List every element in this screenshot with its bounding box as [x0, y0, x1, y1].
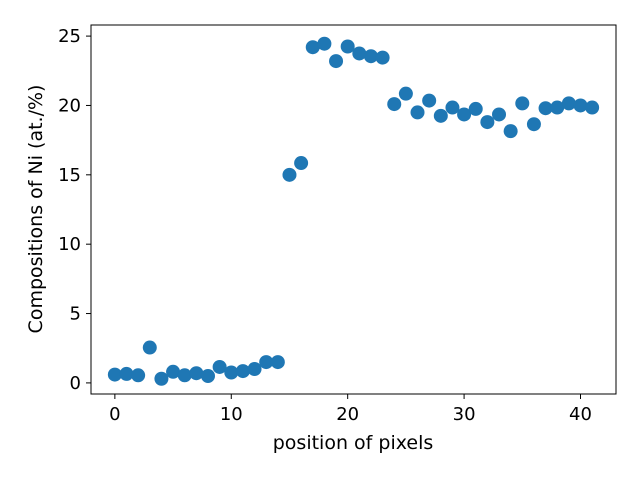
data-point — [154, 371, 169, 386]
x-tick-label: 0 — [109, 404, 120, 425]
data-point — [561, 96, 576, 111]
data-points — [107, 36, 600, 386]
data-point — [317, 36, 332, 51]
data-point — [457, 107, 472, 122]
data-point — [259, 355, 274, 370]
x-tick-label: 40 — [569, 404, 592, 425]
data-point — [294, 156, 309, 171]
data-point — [480, 115, 495, 130]
data-point — [585, 100, 600, 115]
data-point — [538, 101, 553, 116]
y-tick-label: 15 — [58, 165, 81, 186]
data-point — [200, 368, 215, 383]
data-point — [573, 98, 588, 113]
x-tick-label: 10 — [220, 404, 243, 425]
data-point — [445, 100, 460, 115]
data-point — [550, 100, 565, 115]
data-point — [166, 364, 181, 379]
y-tick-label: 25 — [58, 26, 81, 47]
data-point — [177, 368, 192, 383]
y-axis-label: Compositions of Ni (at./%) — [25, 85, 47, 334]
x-tick-label: 30 — [453, 404, 476, 425]
data-point — [410, 105, 425, 120]
y-tick-label: 10 — [58, 234, 81, 255]
data-point — [515, 96, 530, 111]
data-point — [363, 49, 378, 64]
plot-area — [90, 24, 617, 395]
x-tick-label: 20 — [336, 404, 359, 425]
data-point — [131, 368, 146, 383]
data-point — [212, 359, 227, 374]
y-tick-label: 5 — [70, 304, 81, 325]
data-point — [270, 355, 285, 370]
x-axis-ticks: 0 10 20 30 40 — [109, 394, 592, 425]
data-point — [142, 340, 157, 355]
y-axis-ticks: 0 5 10 15 20 25 — [58, 26, 91, 394]
x-axis-label: position of pixels — [273, 432, 434, 454]
data-point — [247, 362, 262, 377]
data-point — [387, 97, 402, 112]
data-point — [107, 367, 122, 382]
data-point — [305, 40, 320, 55]
data-point — [503, 124, 518, 139]
data-point — [433, 108, 448, 123]
data-point — [119, 366, 134, 381]
data-point — [340, 39, 355, 54]
data-point — [235, 364, 250, 379]
data-point — [468, 101, 483, 116]
data-point — [224, 365, 239, 380]
data-point — [492, 107, 507, 122]
data-point — [375, 50, 390, 65]
data-point — [282, 167, 297, 182]
data-point — [329, 54, 344, 69]
y-tick-label: 20 — [58, 95, 81, 116]
data-point — [398, 86, 413, 101]
data-point — [352, 46, 367, 61]
y-tick-label: 0 — [70, 373, 81, 394]
data-point — [526, 117, 541, 132]
data-point — [189, 366, 204, 381]
data-point — [422, 93, 437, 108]
